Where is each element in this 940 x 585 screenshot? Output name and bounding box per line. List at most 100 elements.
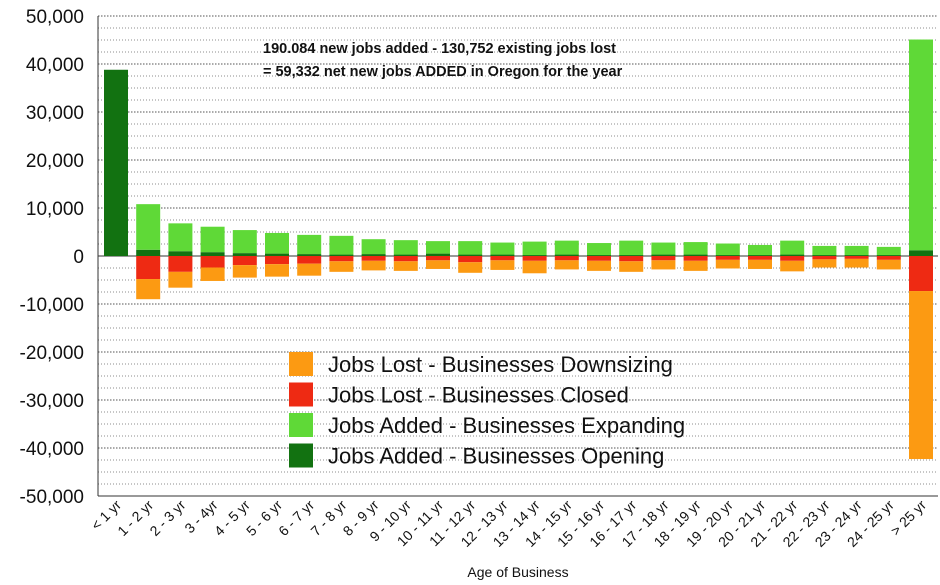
bar-segment: [490, 242, 515, 255]
bar-segment: [329, 261, 354, 272]
annotation-line-1: 190.084 new jobs added - 130,752 existin…: [263, 41, 616, 57]
bar-segment: [361, 256, 386, 261]
legend-label: Jobs Added - Businesses Expanding: [328, 413, 685, 438]
bar-segment: [329, 235, 354, 255]
bar-segment: [812, 259, 837, 268]
annotation: 190.084 new jobs added - 130,752 existin…: [263, 41, 623, 80]
y-axis-ticks: 50,000 40,000 30,000 20,000 10,000 0 -10,000 -2…: [20, 7, 84, 508]
y-tick-label: -10,000: [20, 295, 84, 316]
bar-segment: [522, 260, 547, 274]
bar-segment: [780, 254, 805, 256]
bar-segment: [780, 256, 805, 261]
bar-segment: [297, 256, 322, 264]
bar-segment: [844, 256, 869, 259]
bar-segment: [522, 255, 547, 256]
bar-segment: [426, 241, 450, 254]
bar-segment: [136, 204, 161, 250]
bar-segment: [426, 260, 450, 269]
y-tick-label: -40,000: [20, 439, 84, 460]
bar-segment: [683, 260, 708, 271]
legend-swatch: [289, 382, 313, 407]
x-axis-label: Age of Business: [467, 564, 568, 580]
bar-segment: [715, 243, 740, 256]
bar-segment: [200, 226, 225, 253]
bar-segment: [909, 291, 933, 460]
bar-segment: [587, 255, 611, 256]
bar-segment: [361, 260, 386, 271]
bar-segment: [748, 259, 772, 269]
bar-segment: [168, 271, 193, 288]
bar-segment: [136, 249, 161, 256]
bar-segment: [490, 260, 515, 270]
y-tick-label: -30,000: [20, 391, 84, 412]
bar-segment: [426, 256, 450, 261]
bar-segment: [329, 254, 354, 256]
y-tick-label: 10,000: [26, 199, 84, 220]
bar-segment: [522, 256, 547, 261]
bar-segment: [232, 265, 257, 278]
bar-segment: [393, 261, 418, 271]
legend-swatch: [289, 413, 313, 437]
bar-segment: [715, 256, 740, 260]
bar-segment: [909, 250, 933, 256]
bar-segment: [554, 240, 579, 255]
bar-segment: [232, 253, 257, 256]
bar-segment: [168, 256, 193, 272]
bar-segment: [297, 234, 322, 255]
bar-segment: [909, 256, 933, 292]
bar-segment: [200, 256, 225, 268]
bar-segment: [748, 255, 772, 256]
y-tick-label: -20,000: [20, 343, 84, 364]
bar-segment: [683, 242, 708, 255]
bar-segment: [265, 256, 289, 265]
bar-segment: [458, 256, 483, 263]
y-tick-label: 40,000: [26, 55, 84, 76]
bar-segment: [715, 255, 740, 256]
bar-segment: [812, 245, 837, 256]
bar-segment: [587, 260, 611, 271]
y-tick-label: 30,000: [26, 103, 84, 124]
bar-segment: [812, 256, 837, 260]
bar-segment: [554, 260, 579, 270]
bar-segment: [393, 240, 418, 255]
bar-segment: [844, 245, 869, 256]
x-tick-label: > 25 yr: [887, 497, 929, 539]
x-tick-label: 2 - 3 yr: [146, 497, 188, 539]
bar-segment: [651, 242, 676, 255]
y-tick-label: 0: [73, 247, 84, 268]
bars: [104, 39, 933, 460]
y-tick-label: 20,000: [26, 151, 84, 172]
bar-segment: [587, 256, 611, 261]
bar-segment: [361, 254, 386, 256]
bar-segment: [651, 256, 676, 261]
legend-label: Jobs Lost - Businesses Closed: [328, 383, 629, 408]
bar-segment: [136, 256, 161, 280]
bar-segment: [619, 256, 644, 262]
bar-segment: [780, 260, 805, 272]
bar-segment: [554, 256, 579, 261]
bar-segment: [426, 253, 450, 256]
bar-segment: [490, 254, 515, 256]
legend-swatch: [289, 352, 313, 376]
bar-segment: [619, 255, 644, 256]
bar-segment: [393, 256, 418, 262]
bar-segment: [265, 264, 289, 277]
bar-segment: [683, 254, 708, 256]
bar-segment: [265, 253, 289, 256]
bar-segment: [651, 254, 676, 256]
bar-segment: [168, 251, 193, 256]
bar-segment: [104, 69, 128, 256]
bar-segment: [780, 240, 805, 255]
bar-segment: [136, 279, 161, 300]
bar-segment: [812, 255, 837, 256]
bar-segment: [619, 261, 644, 272]
annotation-line-2: = 59,332 net new jobs ADDED in Oregon fo…: [263, 64, 623, 80]
bar-segment: [168, 223, 193, 252]
bar-segment: [715, 259, 740, 269]
bar-segment: [844, 258, 869, 268]
legend-label: Jobs Added - Businesses Opening: [328, 444, 664, 469]
bar-segment: [587, 243, 611, 256]
